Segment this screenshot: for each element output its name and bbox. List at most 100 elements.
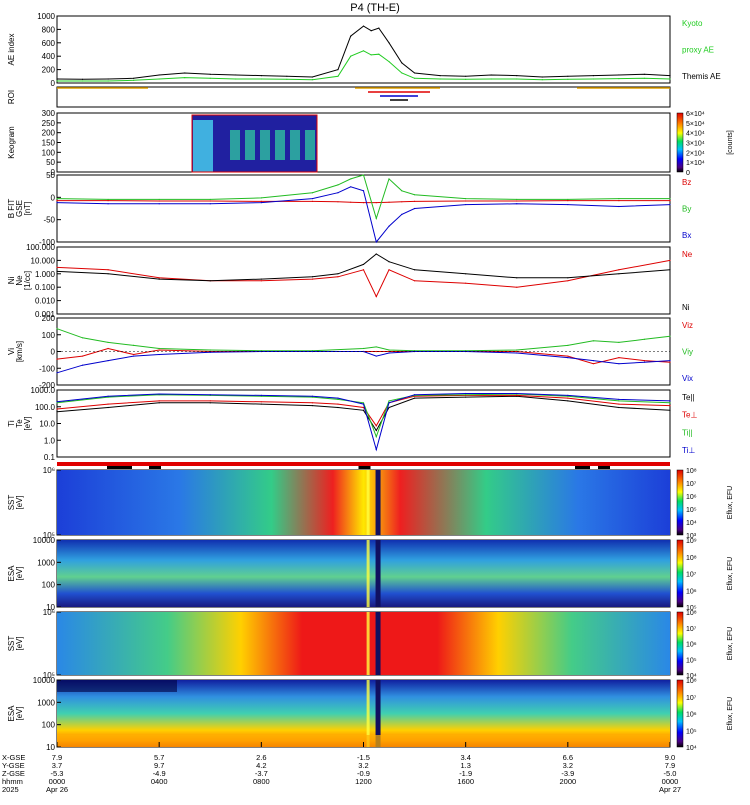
y-axis-title: [eV] xyxy=(23,416,32,430)
ae-point xyxy=(413,72,416,74)
bfield-point xyxy=(158,203,160,205)
velocity-point xyxy=(567,356,569,359)
x-tick-label: 6.6 xyxy=(563,753,573,762)
temperature-point xyxy=(260,401,262,403)
temperature-point xyxy=(311,402,314,404)
density-point xyxy=(107,269,109,271)
y-tick-label: 0.001 xyxy=(35,310,56,319)
temperature-point xyxy=(465,394,467,396)
temperature-point xyxy=(107,396,109,398)
colorbar-esai xyxy=(676,679,684,748)
velocity-series-viy xyxy=(56,328,671,352)
ae-point xyxy=(643,77,646,79)
density-point xyxy=(567,277,569,279)
velocity-point xyxy=(56,328,58,330)
velocity-point xyxy=(516,352,518,354)
temperature-point xyxy=(669,402,671,404)
colorbar-ssti xyxy=(676,611,684,676)
density-point xyxy=(337,276,339,278)
y-axis-title: [km/s] xyxy=(15,341,24,362)
legend-den: Ne xyxy=(682,250,693,259)
y-tick-label: 10000 xyxy=(33,676,56,685)
density-point xyxy=(413,280,416,282)
x-tick-label: -1.9 xyxy=(459,769,472,778)
ae-point xyxy=(541,79,543,81)
colorbar-tick: 0 xyxy=(686,170,690,177)
y-tick-label: 100.0 xyxy=(35,403,56,412)
y-axis-title: [eV] xyxy=(15,636,24,650)
legend-tmp: Ti⊥ xyxy=(682,446,695,455)
ae-point xyxy=(669,75,671,77)
colorbar-sste xyxy=(676,469,684,536)
y-tick-label: 1000 xyxy=(37,558,55,567)
density-point xyxy=(209,280,211,282)
y-tick-label: 1.0 xyxy=(44,436,56,445)
ae-point xyxy=(490,78,492,80)
colorbar-tick: 10⁵ xyxy=(686,605,697,612)
velocity-point xyxy=(107,347,109,350)
colorbar-tick: 10⁷ xyxy=(686,626,697,633)
velocity-point xyxy=(311,350,314,353)
keogram-aurora-band xyxy=(230,130,240,160)
y-tick-label: -100 xyxy=(39,364,56,373)
temperature-point xyxy=(158,393,160,395)
y-tick-label: 1000 xyxy=(37,12,55,21)
colorbar-tick: 10⁷ xyxy=(686,572,697,579)
y-axis-title: GSE xyxy=(15,200,24,217)
density-point xyxy=(158,278,160,280)
temperature-point xyxy=(362,403,365,405)
velocity-point xyxy=(362,350,365,353)
temperature-point xyxy=(362,409,365,411)
bfield-point xyxy=(311,192,314,194)
ae-point xyxy=(235,78,237,80)
ae-point xyxy=(370,54,372,56)
temperature-point xyxy=(618,400,620,402)
bfield-point xyxy=(567,198,569,201)
ae-point xyxy=(260,75,262,77)
temperature-point xyxy=(56,401,58,403)
bfield-point xyxy=(209,200,211,202)
bfield-point xyxy=(350,186,352,188)
y-tick-label: 0.1 xyxy=(44,453,56,462)
x-tick-label: 5.7 xyxy=(154,753,164,762)
temperature-point xyxy=(567,400,569,402)
temperature-point xyxy=(337,403,339,405)
x-tick-label: 9.0 xyxy=(665,753,675,762)
legend-tmp: Ti|| xyxy=(682,428,693,437)
velocity-point xyxy=(81,355,84,357)
temperature-point xyxy=(516,394,518,397)
bfield-point xyxy=(401,213,403,216)
x-tick-label: -5.3 xyxy=(51,769,64,778)
legend-ae: Themis AE xyxy=(682,72,721,81)
colorbar-tick: 10⁹ xyxy=(686,538,697,545)
density-series-ne xyxy=(56,259,671,298)
x-tick-label: -5.0 xyxy=(664,769,677,778)
figure-title: P4 (TH-E) xyxy=(350,2,400,14)
ae-point xyxy=(362,25,365,27)
panel-frame-roi xyxy=(56,86,671,108)
spectrogram-gap xyxy=(375,680,381,747)
velocity-point xyxy=(643,338,646,340)
bfield-point xyxy=(362,174,365,176)
y-axis-title: Vi xyxy=(7,348,16,355)
ae-point xyxy=(378,53,380,55)
bfield-point xyxy=(567,200,569,202)
temperature-point xyxy=(56,402,58,404)
y-tick-label: 200 xyxy=(42,314,56,323)
colorbar-tick: 1×10⁴ xyxy=(686,160,705,167)
bfield-point xyxy=(413,200,416,203)
x-tick-label: 7.9 xyxy=(665,761,675,770)
colorbar-label: Eflux, EFU xyxy=(727,697,734,730)
x-tick-label: 0000 xyxy=(49,777,66,786)
colorbar-tick: 10⁴ xyxy=(686,673,697,680)
density-point xyxy=(375,295,377,298)
panel-frame-keo xyxy=(56,112,671,173)
ae-point xyxy=(133,77,135,79)
y-tick-label: -50 xyxy=(43,216,55,225)
ae-point xyxy=(516,75,518,77)
y-axis-title: B FIT xyxy=(7,199,16,219)
y-tick-label: 100 xyxy=(42,721,56,730)
temperature-point xyxy=(618,403,620,405)
temperature-point xyxy=(669,404,671,407)
legend-vel: Vix xyxy=(682,374,693,383)
